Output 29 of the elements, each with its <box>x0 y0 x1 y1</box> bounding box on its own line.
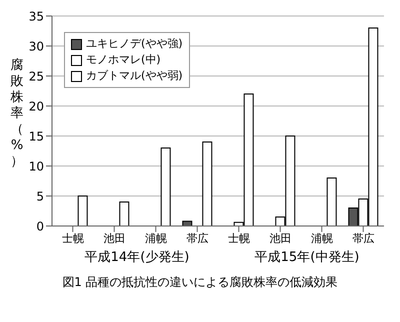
x-tick-label: 士幌 <box>228 232 250 245</box>
y-tick-label: 10 <box>28 159 44 174</box>
x-tick-label: 浦幌 <box>144 232 167 245</box>
y-tick-label: 15 <box>28 129 44 144</box>
y-tick-label: 5 <box>36 189 44 204</box>
bar <box>119 202 130 226</box>
bar <box>182 220 192 226</box>
text: 平成15年(中発生) <box>254 249 360 266</box>
bar <box>160 148 171 226</box>
x-tick-label: 池田 <box>269 232 292 245</box>
x-tick-label: 帯広 <box>352 232 374 245</box>
text: 図1 品種の抵抗性の違いによる腐敗株率の低減効果 <box>61 274 339 291</box>
x-tick-label: 池田 <box>103 232 126 245</box>
y-tick-label: 30 <box>28 39 44 54</box>
y-axis-title: 腐敗株率（%） <box>10 58 24 170</box>
legend-label: ユキヒノデ(やや強) <box>86 36 183 52</box>
y-tick-label: 0 <box>36 219 44 234</box>
text: 平成14年(少発生) <box>84 249 190 266</box>
x-tick-label: 士幌 <box>62 232 84 245</box>
y-tick-label: 20 <box>28 99 44 114</box>
legend-label: カブトマル(やや弱) <box>86 68 183 84</box>
legend-label: モノホマレ(中) <box>86 52 161 68</box>
x-tick-label: 帯広 <box>186 232 208 245</box>
bar <box>78 196 88 226</box>
y-tick-label: 25 <box>28 69 44 84</box>
bar <box>202 142 212 226</box>
y-tick-label: 35 <box>28 9 44 24</box>
x-tick-label: 浦幌 <box>310 232 333 245</box>
bar <box>326 178 337 226</box>
